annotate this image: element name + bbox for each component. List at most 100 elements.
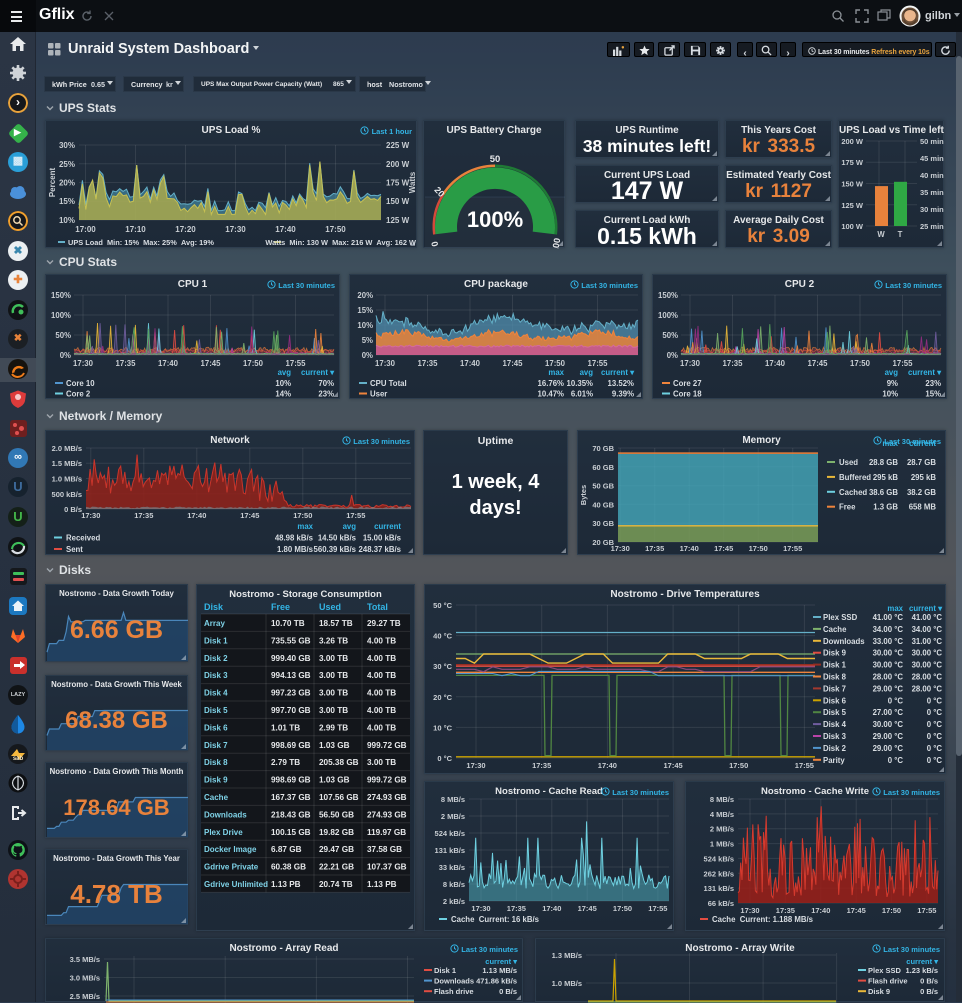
svg-text:20 °C: 20 °C [433, 693, 452, 702]
svg-text:max: max [882, 439, 898, 448]
svg-text:Used: Used [839, 458, 858, 467]
svg-text:4.00 TB: 4.00 TB [367, 654, 396, 663]
svg-text:28.7 GB: 28.7 GB [907, 458, 936, 467]
svg-text:17:30: 17:30 [680, 359, 701, 368]
svg-text:Cache Current: 1.188 MB/s: Cache Current: 1.188 MB/s [712, 915, 814, 924]
svg-text:295 kB: 295 kB [873, 473, 899, 482]
svg-text:1.03 GB: 1.03 GB [319, 741, 350, 750]
svg-text:0 °C: 0 °C [927, 696, 943, 705]
svg-text:17:45: 17:45 [714, 544, 733, 553]
svg-text:1.13 PB: 1.13 PB [271, 880, 301, 889]
svg-text:994.13 GB: 994.13 GB [271, 671, 311, 680]
svg-text:max: max [297, 522, 313, 531]
svg-text:Disk 9: Disk 9 [204, 776, 228, 785]
svg-text:8 kB/s: 8 kB/s [443, 880, 465, 889]
svg-text:45 min: 45 min [920, 154, 944, 163]
svg-text:17:45: 17:45 [808, 359, 829, 368]
svg-text:41.00 °C: 41.00 °C [873, 613, 904, 622]
svg-text:998.69 GB: 998.69 GB [271, 776, 311, 785]
svg-text:17:40: 17:40 [187, 511, 206, 520]
svg-text:150%: 150% [658, 291, 678, 300]
svg-text:17:45: 17:45 [240, 511, 259, 520]
svg-text:Received: Received [66, 534, 100, 543]
svg-text:2.79 TB: 2.79 TB [271, 758, 300, 767]
svg-text:0: 0 [429, 240, 440, 247]
svg-text:3.26 TB: 3.26 TB [319, 636, 348, 645]
svg-text:22.21 GB: 22.21 GB [319, 863, 354, 872]
svg-text:1.3 GB: 1.3 GB [873, 503, 898, 512]
svg-text:Disk 1: Disk 1 [434, 966, 456, 975]
svg-text:17:35: 17:35 [532, 761, 551, 770]
svg-text:999.40 GB: 999.40 GB [271, 654, 311, 663]
svg-text:Disk 9: Disk 9 [868, 987, 890, 996]
svg-text:50: 50 [490, 154, 501, 165]
svg-text:524 kB/s: 524 kB/s [435, 829, 465, 838]
svg-text:0 °C: 0 °C [888, 696, 904, 705]
svg-text:40 GB: 40 GB [592, 500, 614, 509]
svg-text:Flash drive: Flash drive [868, 977, 908, 986]
svg-text:66 kB/s: 66 kB/s [708, 899, 734, 908]
svg-text:current ▾: current ▾ [906, 957, 939, 966]
svg-text:17:45: 17:45 [503, 359, 524, 368]
svg-text:3.00 TB: 3.00 TB [319, 654, 348, 663]
svg-text:W: W [877, 230, 885, 239]
svg-text:17:40: 17:40 [680, 544, 699, 553]
svg-text:23%: 23% [925, 379, 941, 388]
svg-text:100%: 100% [467, 207, 523, 232]
svg-text:3.00 TB: 3.00 TB [367, 758, 396, 767]
svg-text:17:45: 17:45 [201, 359, 222, 368]
svg-text:Gdrive Unlimited: Gdrive Unlimited [204, 880, 268, 889]
svg-text:10.47%: 10.47% [538, 390, 565, 399]
svg-text:Docker Image: Docker Image [204, 845, 257, 854]
svg-text:0 °C: 0 °C [927, 744, 943, 753]
svg-text:167.37 GB: 167.37 GB [271, 793, 311, 802]
svg-text:17:40: 17:40 [598, 761, 617, 770]
svg-text:3.5 MB/s: 3.5 MB/s [70, 955, 100, 964]
svg-text:999.72 GB: 999.72 GB [367, 741, 407, 750]
svg-text:125 W: 125 W [841, 201, 864, 210]
svg-text:1.0 MB/s: 1.0 MB/s [52, 475, 82, 484]
svg-text:17:40: 17:40 [158, 359, 179, 368]
svg-text:17:40: 17:40 [765, 359, 786, 368]
svg-text:0 °C: 0 °C [437, 754, 452, 763]
svg-text:Downloads: Downloads [434, 977, 474, 986]
svg-text:current ▾: current ▾ [908, 368, 942, 377]
svg-text:Plex SSD: Plex SSD [868, 966, 902, 975]
svg-text:Cache Current: 16 kB/s: Cache Current: 16 kB/s [451, 915, 540, 924]
svg-text:Downloads: Downloads [823, 637, 865, 646]
svg-text:Disk 2: Disk 2 [823, 744, 847, 753]
svg-text:Disk 3: Disk 3 [823, 732, 847, 741]
svg-text:Disk 7: Disk 7 [823, 684, 846, 693]
svg-text:14%: 14% [275, 390, 291, 399]
svg-text:17:50: 17:50 [729, 761, 748, 770]
svg-text:Disk 1: Disk 1 [204, 636, 228, 645]
svg-text:17:50: 17:50 [545, 359, 566, 368]
svg-text:30.00 °C: 30.00 °C [873, 661, 904, 670]
svg-text:100%: 100% [51, 311, 71, 320]
svg-text:Disk 3: Disk 3 [204, 671, 228, 680]
svg-text:17:40: 17:40 [811, 906, 830, 915]
svg-text:Percent: Percent [48, 167, 57, 197]
svg-text:30.00 °C: 30.00 °C [873, 649, 904, 658]
svg-text:17:55: 17:55 [917, 906, 936, 915]
svg-text:CPU Total: CPU Total [370, 379, 407, 388]
svg-text:225 W: 225 W [386, 141, 410, 150]
svg-text:29.00 °C: 29.00 °C [873, 732, 904, 741]
svg-text:Disk 6: Disk 6 [823, 696, 847, 705]
svg-text:29.47 GB: 29.47 GB [319, 845, 354, 854]
svg-text:1.13 PB: 1.13 PB [367, 880, 397, 889]
svg-text:max: max [887, 604, 903, 613]
svg-text:2.5 MB/s: 2.5 MB/s [70, 992, 100, 1001]
svg-text:17:30: 17:30 [740, 906, 759, 915]
svg-text:avg: avg [580, 368, 594, 377]
svg-text:17:55: 17:55 [346, 511, 365, 520]
svg-text:max: max [548, 368, 564, 377]
svg-text:30 °C: 30 °C [433, 662, 452, 671]
svg-text:17:40: 17:40 [542, 904, 561, 913]
svg-text:Bytes: Bytes [579, 485, 588, 505]
svg-text:471.86 kB/s: 471.86 kB/s [476, 977, 517, 986]
svg-text:15%: 15% [357, 306, 373, 315]
svg-text:218.43 GB: 218.43 GB [271, 810, 311, 819]
svg-text:107.37 GB: 107.37 GB [367, 863, 407, 872]
svg-text:1.3 MB/s: 1.3 MB/s [552, 951, 582, 960]
